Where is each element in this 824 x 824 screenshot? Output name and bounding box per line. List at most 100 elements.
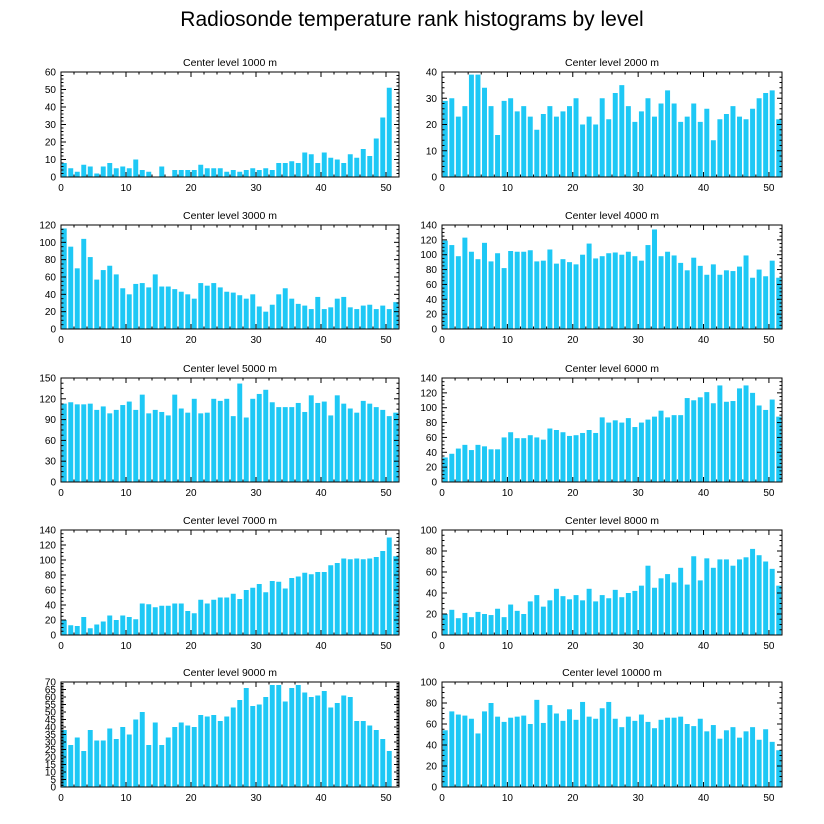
bar <box>710 567 716 635</box>
bar <box>553 263 559 329</box>
bar <box>354 721 360 787</box>
x-tick-label: 20 <box>185 335 197 346</box>
y-tick-label: 20 <box>426 120 438 131</box>
bar <box>393 556 399 635</box>
y-tick-label: 40 <box>45 290 57 301</box>
bar <box>606 701 612 787</box>
bar <box>74 404 80 482</box>
bar <box>769 260 775 329</box>
bar <box>534 437 540 482</box>
bar <box>560 720 566 787</box>
bar <box>625 251 631 329</box>
bar <box>328 307 334 329</box>
bar <box>107 615 113 635</box>
bar <box>146 413 152 482</box>
bar <box>237 383 243 482</box>
bar <box>756 269 762 329</box>
bar <box>534 699 540 787</box>
bar <box>501 437 507 482</box>
bar <box>165 286 171 329</box>
bar <box>191 398 197 482</box>
bar <box>276 294 282 329</box>
bar <box>514 251 520 329</box>
panel-title: Center level 2000 m <box>565 57 659 69</box>
bar <box>540 260 546 329</box>
y-tick-label: 20 <box>45 307 57 318</box>
bar <box>107 728 113 787</box>
bar <box>671 415 677 482</box>
bar <box>599 98 605 177</box>
y-tick-label: 90 <box>45 415 57 426</box>
bar <box>684 584 690 635</box>
bar <box>652 728 657 787</box>
bar <box>652 116 657 178</box>
bar <box>750 277 756 329</box>
bar <box>360 305 366 329</box>
bar <box>256 393 262 482</box>
y-tick-label: 0 <box>50 783 56 794</box>
bar <box>334 298 340 329</box>
x-tick-label: 30 <box>250 793 262 804</box>
bar <box>540 439 546 482</box>
bar <box>386 416 392 482</box>
bar <box>263 168 269 177</box>
bar <box>462 237 468 329</box>
bar <box>152 607 158 635</box>
y-tick-label: 0 <box>431 173 437 184</box>
bar <box>547 600 553 635</box>
x-tick-label: 10 <box>502 641 514 652</box>
bar <box>100 740 106 787</box>
bar <box>763 409 769 482</box>
x-tick-label: 20 <box>567 793 579 804</box>
bar <box>120 615 126 635</box>
bar <box>133 409 139 482</box>
x-tick-label: 0 <box>439 335 445 346</box>
bar <box>289 578 295 635</box>
bar <box>133 283 139 329</box>
y-tick-label: 80 <box>45 255 57 266</box>
bar <box>488 703 494 787</box>
bar <box>211 398 217 482</box>
bar <box>360 400 366 482</box>
bar <box>580 701 586 787</box>
bar <box>87 257 93 329</box>
bar <box>586 588 592 635</box>
bar <box>488 106 494 178</box>
bar <box>198 283 204 329</box>
x-tick-label: 20 <box>567 183 579 194</box>
bar <box>612 420 618 482</box>
bar <box>256 584 262 635</box>
bar <box>645 721 651 787</box>
bar <box>341 403 347 482</box>
bar <box>191 727 197 787</box>
bar <box>612 589 618 635</box>
bar <box>191 298 197 329</box>
bar <box>527 250 533 329</box>
bar <box>488 261 494 329</box>
bar <box>704 558 710 635</box>
bar <box>684 116 690 178</box>
bar <box>658 719 664 787</box>
bar <box>737 388 742 482</box>
y-tick-label: 60 <box>45 586 57 597</box>
bar <box>710 725 716 787</box>
y-tick-label: 60 <box>45 273 57 284</box>
bar <box>94 409 100 482</box>
bar <box>224 171 230 177</box>
bar <box>269 304 275 329</box>
y-tick-label: 60 <box>426 433 438 444</box>
bar <box>619 597 625 635</box>
bar <box>367 403 373 482</box>
bar <box>455 618 461 635</box>
bar <box>217 721 223 787</box>
bar <box>204 168 210 177</box>
bar <box>756 739 762 787</box>
bar <box>315 572 321 635</box>
bar <box>237 599 243 635</box>
bar <box>560 259 566 329</box>
y-tick-label: 70 <box>45 678 57 689</box>
y-tick-label: 40 <box>45 103 57 114</box>
x-tick-label: 10 <box>502 183 514 194</box>
bar <box>243 170 249 177</box>
y-tick-label: 100 <box>420 403 437 414</box>
